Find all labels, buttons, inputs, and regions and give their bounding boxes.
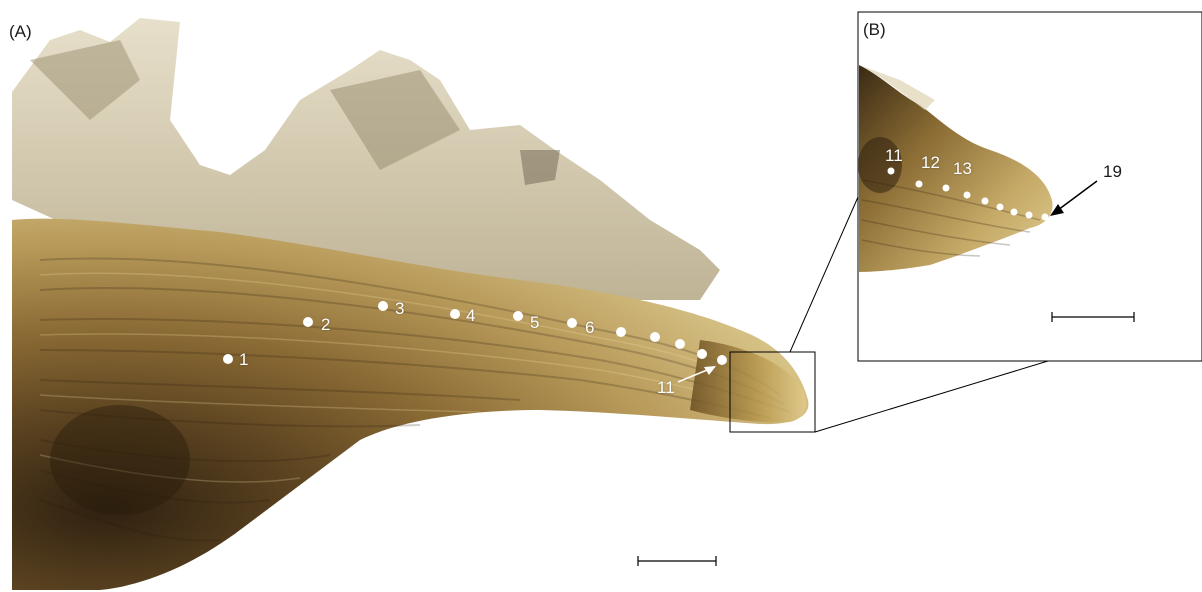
mark-dot — [303, 317, 313, 327]
zoom-box — [729, 351, 816, 433]
panel-b-otolith — [858, 65, 1053, 272]
mark-dot — [887, 167, 895, 175]
mark-dot — [697, 349, 707, 359]
mark-dot — [996, 203, 1004, 211]
arrow-11-a — [677, 366, 716, 383]
zoom-connector-top — [789, 196, 859, 353]
panel-b-label: (B) — [863, 20, 886, 39]
mark-dot — [223, 354, 233, 364]
mark-dot — [963, 191, 971, 199]
annual-dots-a — [223, 301, 727, 365]
mark-dot — [1025, 211, 1033, 219]
mark-dot — [650, 332, 660, 342]
mark-label-4: 4 — [466, 306, 476, 325]
mark-dot — [616, 327, 626, 337]
mark-label-5: 5 — [530, 313, 540, 332]
panel-a-label: (A) — [9, 22, 32, 41]
annual-dots-b — [887, 167, 1049, 221]
scale-bar-a — [637, 556, 717, 566]
mark-label-2: 2 — [321, 315, 331, 334]
mark-label-13: 13 — [953, 159, 972, 178]
mark-dot — [942, 184, 950, 192]
mark-label-3: 3 — [395, 299, 405, 318]
mark-label-12: 12 — [921, 153, 940, 172]
mark-label-1: 1 — [239, 350, 249, 369]
mark-dot — [378, 301, 388, 311]
mark-dot — [1010, 208, 1018, 216]
mark-dot — [513, 311, 523, 321]
zoom-connector-bottom — [814, 360, 1049, 433]
mark-dot — [450, 309, 460, 319]
mark-dot — [1041, 213, 1049, 221]
mark-dot — [915, 180, 923, 188]
arrow-19-b — [1050, 180, 1098, 216]
mark-dot — [981, 197, 989, 205]
mark-label-19: 19 — [1103, 162, 1122, 181]
mark-label-6: 6 — [585, 318, 595, 337]
scale-bar-b — [1051, 312, 1135, 322]
mark-dot — [717, 355, 727, 365]
mark-dot — [567, 318, 577, 328]
mark-label-11-a: 11 — [657, 378, 675, 397]
mark-dot — [675, 339, 685, 349]
mark-label-11-b: 11 — [885, 146, 903, 165]
